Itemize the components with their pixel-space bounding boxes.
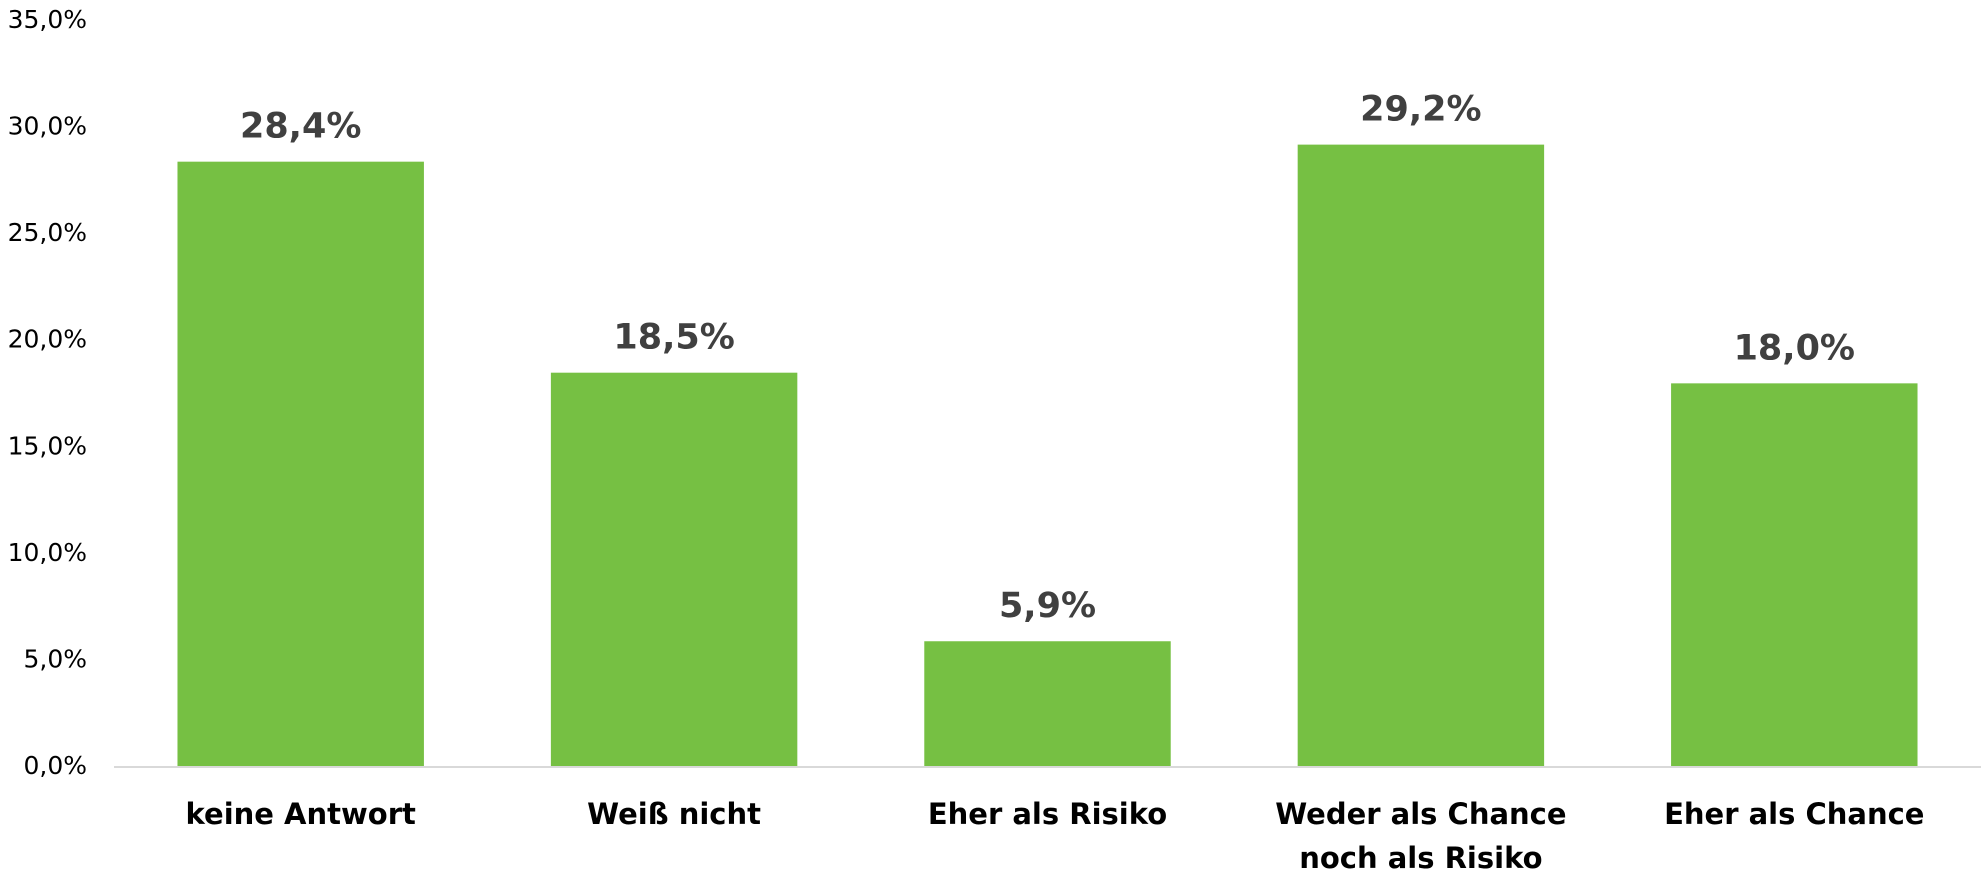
- value-label: 5,9%: [999, 586, 1096, 626]
- y-tick-label: 0,0%: [23, 751, 87, 780]
- bar: [177, 161, 424, 767]
- y-tick-label: 15,0%: [8, 431, 87, 460]
- x-tick-label: Weiß nicht: [587, 797, 761, 831]
- value-label: 18,5%: [613, 318, 734, 358]
- y-tick-label: 25,0%: [8, 218, 87, 247]
- value-label: 29,2%: [1360, 90, 1481, 130]
- x-tick-label: Weder als Chance noch als Risiko: [1275, 797, 1567, 872]
- x-tick-label: keine Antwort: [185, 797, 416, 831]
- value-label: 18,0%: [1734, 328, 1855, 368]
- bar: [1297, 144, 1545, 767]
- bar: [550, 372, 798, 767]
- y-tick-label: 30,0%: [8, 112, 87, 141]
- x-tick-label: Eher als Chance: [1664, 797, 1925, 831]
- y-tick-label: 10,0%: [8, 538, 87, 567]
- y-tick-label: 35,0%: [8, 5, 87, 34]
- y-tick-label: 5,0%: [23, 644, 87, 673]
- bar: [1671, 383, 1918, 767]
- value-label: 28,4%: [240, 107, 361, 147]
- y-tick-label: 20,0%: [8, 325, 87, 354]
- x-tick-label: Eher als Risiko: [927, 797, 1168, 831]
- bar: [924, 641, 1171, 767]
